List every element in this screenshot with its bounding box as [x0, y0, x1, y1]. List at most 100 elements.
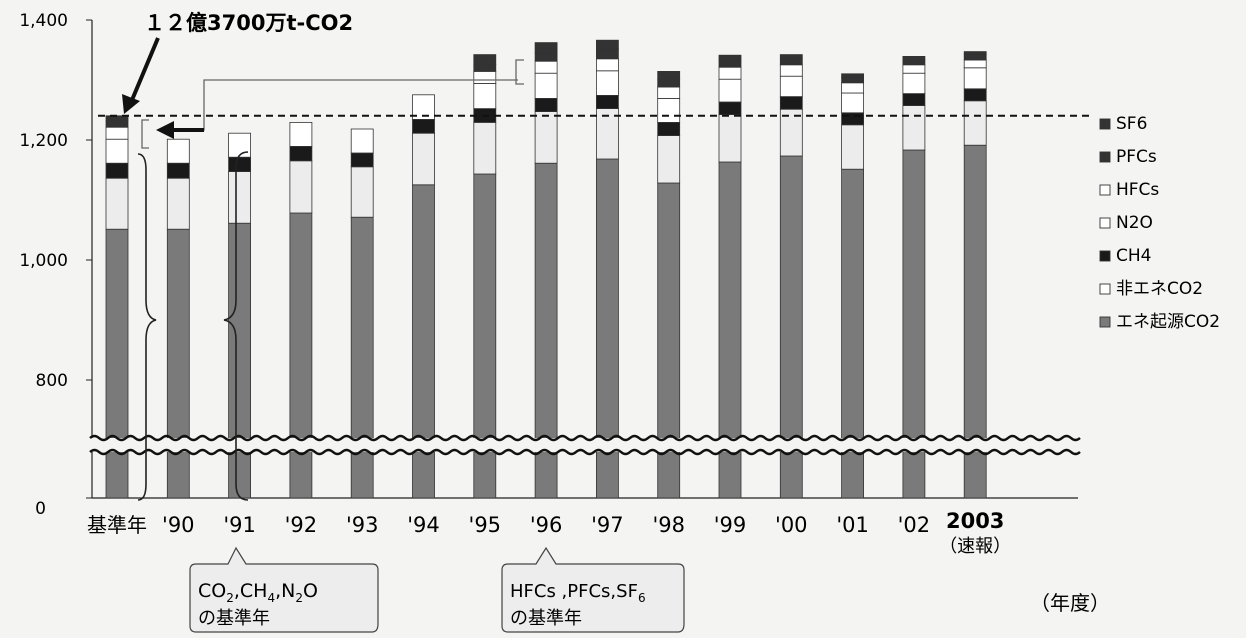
- bar-segment: [534, 52, 558, 62]
- bar-segment: [534, 42, 558, 54]
- legend-label: HFCs: [1116, 180, 1159, 200]
- bar-segment: [105, 126, 129, 140]
- legend-label: 非エネCO2: [1116, 279, 1203, 299]
- y-tick-label: 1,000: [19, 251, 68, 271]
- y-axis-ticks: 1,400 1,200 1,000 800 0: [19, 11, 92, 519]
- x-unit-label: （年度）: [1030, 591, 1110, 615]
- annotation-arrow: [130, 37, 160, 101]
- x-tick-label: '92: [285, 513, 318, 537]
- x-tick-label: '96: [530, 513, 563, 537]
- connector-arrowhead: [156, 121, 174, 139]
- bar-segment: [596, 95, 619, 110]
- bar-segment: [412, 132, 435, 186]
- bar-segment: [534, 111, 558, 164]
- bar-segment: [228, 222, 252, 499]
- legend-swatch: [1099, 118, 1111, 130]
- annotation-text: １２億3700万t-CO2: [144, 11, 353, 35]
- y-tick-label: 800: [36, 371, 68, 391]
- legend-swatch: [1099, 316, 1111, 328]
- bar-segment: [718, 114, 742, 163]
- bar-segment: [841, 73, 864, 78]
- bar-segment: [963, 88, 987, 102]
- x-tick-label: '98: [652, 513, 685, 537]
- bar-segment: [963, 54, 987, 61]
- legend-label: N2O: [1116, 213, 1153, 233]
- bar-segment: [596, 39, 619, 50]
- bar-segment: [779, 54, 803, 60]
- bar-segment: [473, 83, 497, 110]
- bar-segment: [473, 122, 497, 175]
- legend-swatch: [1099, 184, 1111, 196]
- bar-segment: [350, 128, 374, 154]
- bar-segment: [350, 152, 374, 168]
- bar-segment: [657, 71, 681, 80]
- callout-1990: CO2,CH4,N2O の基準年: [189, 546, 379, 633]
- legend: SF6 PFCs HFCs N2O CH4 非エネCO2 エネ起源CO2: [1099, 114, 1220, 332]
- x-tick-label: '95: [469, 513, 502, 537]
- bar-segment: [841, 112, 864, 126]
- bar-segment: [596, 58, 619, 72]
- bar-segment: [166, 177, 190, 230]
- x-tick-label: '97: [591, 513, 624, 537]
- bar-segment: [473, 64, 497, 72]
- bar-segment: [779, 64, 803, 77]
- bar-segment: [289, 122, 313, 147]
- bar-segment: [289, 160, 313, 214]
- x-tick-label: '90: [162, 513, 195, 537]
- callout-text: HFCs ,PFCs,SF6: [510, 581, 646, 605]
- 1990-brace: [223, 151, 249, 501]
- fgas-connector: [141, 59, 524, 149]
- bar-segment: [841, 77, 864, 84]
- bar-segment: [657, 122, 681, 137]
- bar-group: [105, 39, 987, 499]
- bar-segment: [841, 124, 864, 170]
- axis-break: [89, 434, 1081, 456]
- bar-segment: [228, 132, 252, 158]
- bar-segment: [718, 54, 742, 62]
- bar-segment: [105, 120, 129, 128]
- legend-label: エネ起源CO2: [1116, 312, 1220, 332]
- bar-segment: [412, 119, 435, 134]
- bar-segment: [166, 162, 190, 179]
- bar-segment: [841, 82, 864, 94]
- bar-segment: [657, 78, 681, 88]
- legend-label: SF6: [1116, 114, 1147, 134]
- bar-segment: [350, 216, 374, 499]
- bar-segment: [412, 94, 435, 120]
- legend-swatch: [1099, 151, 1111, 163]
- bar-segment: [105, 228, 129, 499]
- legend-swatch: [1099, 250, 1111, 262]
- bar-segment: [902, 56, 926, 60]
- bar-segment: [779, 75, 803, 97]
- x-tick-sublabel: （速報）: [939, 536, 1011, 557]
- bar-segment: [718, 60, 742, 68]
- bar-segment: [657, 86, 681, 99]
- bar-segment: [534, 60, 558, 74]
- x-tick-label: '02: [898, 513, 931, 537]
- bar-segment: [902, 72, 926, 94]
- x-tick-labels: 基準年 '90 '91 '92 '93 '94 '95 '96 '97 '98 '99 '00 '01 '…: [87, 509, 1011, 557]
- legend-label: PFCs: [1116, 147, 1157, 167]
- callout-suffix: の基準年: [510, 608, 582, 629]
- y-tick-label: 1,400: [19, 11, 68, 31]
- y-tick-label: 1,200: [19, 131, 68, 151]
- bar-segment: [902, 93, 926, 106]
- bar-segment: [902, 64, 926, 74]
- bar-segment: [473, 71, 497, 84]
- total-annotation: １２億3700万t-CO2: [122, 11, 353, 114]
- bar-segment: [841, 92, 864, 114]
- x-tick-label: 基準年: [87, 513, 147, 537]
- callout-1995: HFCs ,PFCs,SF6 の基準年: [501, 546, 685, 633]
- bar-segment: [902, 105, 926, 151]
- bar-segment: [963, 59, 987, 69]
- bar-segment: [105, 177, 129, 230]
- bar-segment: [596, 70, 619, 96]
- bar-segment: [657, 98, 681, 123]
- bar-segment: [779, 96, 803, 110]
- bar-segment: [963, 67, 987, 90]
- bar-segment: [963, 100, 987, 146]
- bar-segment: [534, 98, 558, 113]
- y-tick-label: 0: [35, 499, 46, 519]
